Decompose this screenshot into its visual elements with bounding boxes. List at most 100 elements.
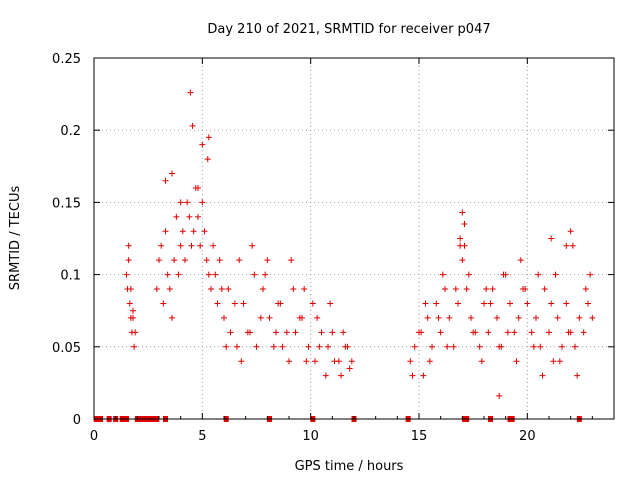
data-point bbox=[279, 343, 286, 350]
data-point bbox=[548, 300, 555, 307]
data-point bbox=[554, 314, 561, 321]
x-tick-label: 20 bbox=[519, 429, 536, 444]
data-point bbox=[517, 257, 524, 264]
data-point bbox=[435, 314, 442, 321]
data-point bbox=[329, 329, 336, 336]
y-tick-label: 0.2 bbox=[60, 124, 81, 139]
data-point bbox=[158, 242, 165, 249]
data-point bbox=[195, 213, 201, 220]
data-point bbox=[238, 358, 245, 365]
data-point bbox=[197, 242, 204, 249]
data-point bbox=[179, 228, 186, 235]
data-point bbox=[130, 307, 136, 314]
data-point bbox=[550, 358, 557, 365]
data-point bbox=[515, 314, 522, 321]
data-point bbox=[340, 329, 347, 336]
data-point bbox=[314, 314, 321, 321]
data-point bbox=[249, 242, 256, 249]
data-point bbox=[262, 271, 269, 278]
grid-layer bbox=[94, 58, 614, 419]
data-point bbox=[407, 358, 414, 365]
x-tick-label: 10 bbox=[302, 429, 319, 444]
data-point bbox=[231, 300, 238, 307]
x-axis-label: GPS time / hours bbox=[295, 459, 404, 474]
data-point bbox=[468, 314, 474, 321]
data-point bbox=[123, 271, 130, 278]
data-point bbox=[433, 300, 440, 307]
data-point bbox=[411, 343, 418, 350]
data-point bbox=[439, 271, 446, 278]
data-point bbox=[205, 271, 212, 278]
data-point bbox=[186, 213, 193, 220]
data-point bbox=[216, 257, 223, 264]
data-point bbox=[290, 286, 297, 293]
data-point bbox=[452, 286, 459, 293]
data-point bbox=[420, 372, 427, 379]
data-point bbox=[563, 300, 570, 307]
data-point bbox=[342, 343, 349, 350]
data-point bbox=[162, 228, 169, 235]
x-tick-label: 15 bbox=[411, 429, 428, 444]
data-point bbox=[132, 329, 139, 336]
data-point bbox=[465, 271, 472, 278]
data-point bbox=[240, 300, 247, 307]
data-point bbox=[203, 257, 210, 264]
data-point bbox=[270, 343, 277, 350]
data-point bbox=[546, 329, 552, 336]
data-point bbox=[496, 392, 503, 399]
data-point bbox=[221, 314, 227, 321]
data-point bbox=[504, 329, 511, 336]
data-point bbox=[524, 300, 531, 307]
data-point bbox=[325, 343, 331, 350]
chart-title: Day 210 of 2021, SRMTID for receiver p04… bbox=[207, 22, 490, 37]
data-point bbox=[223, 343, 230, 350]
data-point bbox=[260, 286, 266, 293]
data-point bbox=[552, 271, 559, 278]
data-point bbox=[470, 329, 477, 336]
data-point bbox=[309, 300, 316, 307]
data-point bbox=[548, 235, 555, 242]
data-point bbox=[437, 329, 444, 336]
data-point bbox=[127, 286, 134, 293]
data-point bbox=[244, 329, 251, 336]
data-point bbox=[587, 271, 594, 278]
data-point bbox=[426, 358, 433, 365]
data-point bbox=[171, 257, 178, 264]
data-point bbox=[567, 228, 574, 235]
data-point bbox=[130, 314, 136, 321]
data-point bbox=[205, 134, 212, 141]
data-point bbox=[442, 286, 448, 293]
data-point bbox=[288, 257, 295, 264]
data-point bbox=[214, 300, 221, 307]
data-point bbox=[450, 343, 457, 350]
data-point bbox=[177, 242, 184, 249]
data-point bbox=[565, 329, 572, 336]
x-tick-label: 0 bbox=[90, 429, 98, 444]
data-point bbox=[500, 271, 507, 278]
data-point bbox=[283, 329, 290, 336]
data-point bbox=[559, 343, 565, 350]
data-point bbox=[530, 343, 537, 350]
data-point bbox=[346, 365, 353, 372]
data-point bbox=[335, 358, 342, 365]
data-point bbox=[125, 257, 132, 264]
data-point bbox=[481, 300, 487, 307]
data-point bbox=[318, 329, 325, 336]
data-point bbox=[286, 358, 292, 365]
y-tick-label: 0 bbox=[73, 413, 81, 428]
data-point bbox=[264, 257, 271, 264]
data-point bbox=[574, 372, 581, 379]
data-point bbox=[322, 372, 329, 379]
data-point bbox=[409, 372, 416, 379]
data-point bbox=[485, 329, 492, 336]
data-point bbox=[455, 300, 461, 307]
data-point bbox=[476, 343, 483, 350]
data-point bbox=[569, 242, 576, 249]
data-point bbox=[169, 314, 175, 321]
y-tick-label: 0.05 bbox=[52, 341, 81, 356]
data-point bbox=[227, 329, 234, 336]
data-point bbox=[528, 329, 535, 336]
data-point bbox=[292, 329, 299, 336]
data-point bbox=[316, 343, 323, 350]
